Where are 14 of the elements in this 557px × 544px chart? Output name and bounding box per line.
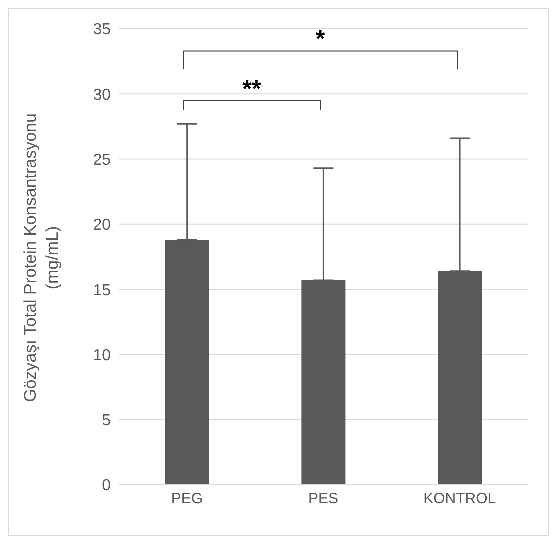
y-tick-label: 15	[93, 282, 112, 300]
y-axis-title: Gözyaşı Total Protein Konsantrasyonu (mg/mL)	[21, 114, 62, 402]
annotation: **	[242, 76, 262, 103]
y-tick-label: 10	[93, 347, 112, 364]
x-tick-label: PES	[308, 490, 339, 508]
y-tick-label: 35	[93, 22, 112, 39]
x-tick-label: PEG	[171, 490, 204, 508]
y-tick-label: 30	[93, 86, 112, 104]
y-tick-label: 20	[93, 217, 112, 234]
y-tick-label: 5	[102, 412, 112, 430]
y-tick-label: 0	[102, 478, 112, 495]
y-tick-label: 25	[93, 152, 112, 169]
annotation: *	[316, 26, 326, 54]
x-tick-label: KONTROL	[424, 490, 496, 508]
